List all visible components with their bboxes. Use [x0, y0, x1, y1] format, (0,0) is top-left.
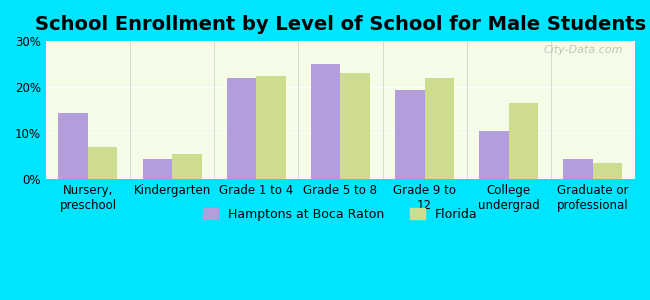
Bar	[172, 154, 202, 179]
Bar	[424, 78, 454, 179]
Bar	[593, 163, 623, 179]
Text: City-Data.com: City-Data.com	[543, 45, 623, 55]
Bar	[564, 159, 593, 179]
Bar	[58, 112, 88, 179]
Bar	[479, 131, 509, 179]
Bar	[142, 159, 172, 179]
Bar	[88, 147, 118, 179]
Bar	[256, 76, 286, 179]
Bar	[509, 103, 538, 179]
Legend: Hamptons at Boca Raton, Florida: Hamptons at Boca Raton, Florida	[198, 203, 482, 226]
Title: School Enrollment by Level of School for Male Students: School Enrollment by Level of School for…	[35, 15, 646, 34]
Bar	[227, 78, 256, 179]
Bar	[395, 89, 424, 179]
Bar	[341, 74, 370, 179]
Bar	[311, 64, 341, 179]
